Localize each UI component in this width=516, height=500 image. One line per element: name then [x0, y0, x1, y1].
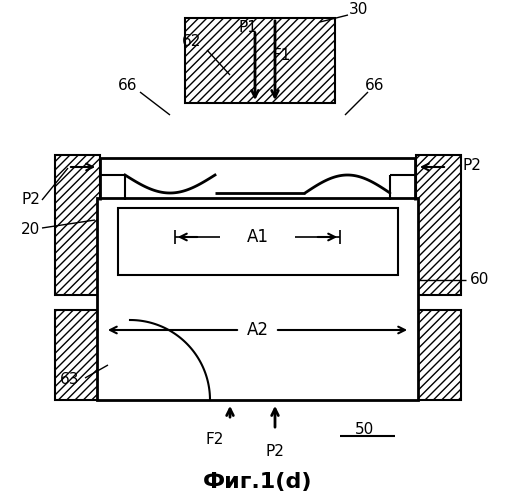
Bar: [55, 310, 100, 400]
Bar: [55, 155, 100, 295]
Text: P2: P2: [21, 192, 40, 208]
Text: 66: 66: [365, 78, 385, 92]
Bar: [118, 208, 398, 275]
Text: 63: 63: [60, 372, 80, 388]
Bar: [97, 198, 418, 400]
Bar: [185, 18, 335, 103]
Text: 66: 66: [118, 78, 138, 92]
Text: A1: A1: [247, 228, 269, 246]
Text: 30: 30: [348, 2, 368, 18]
Text: Фиг.1(d): Фиг.1(d): [203, 472, 313, 492]
Text: 62: 62: [182, 34, 202, 50]
Text: P2: P2: [266, 444, 284, 460]
Text: P1: P1: [238, 20, 257, 36]
Text: F2: F2: [206, 432, 224, 448]
Text: P2: P2: [462, 158, 481, 172]
Text: 20: 20: [21, 222, 40, 238]
Text: 50: 50: [356, 422, 375, 438]
Text: F1: F1: [273, 48, 291, 62]
Bar: [416, 155, 461, 295]
Text: A2: A2: [247, 321, 269, 339]
Text: 60: 60: [470, 272, 489, 287]
Bar: [416, 310, 461, 400]
